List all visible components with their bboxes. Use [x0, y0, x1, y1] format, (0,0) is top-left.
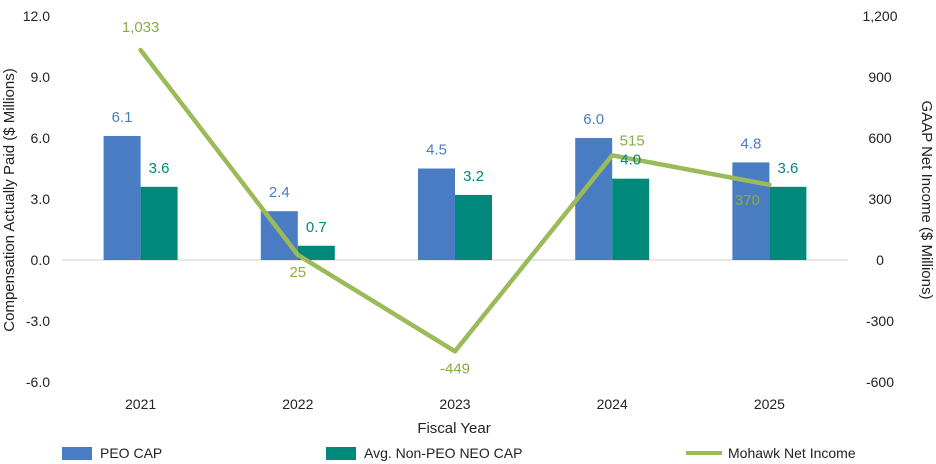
- bar-data-label: 3.6: [149, 160, 170, 177]
- left-tick-label: 12.0: [23, 8, 50, 24]
- x-tick-label: 2025: [754, 396, 785, 412]
- x-tick-label: 2022: [282, 396, 313, 412]
- bar-data-label: 0.7: [306, 219, 327, 236]
- bar-neo-cap: [140, 186, 178, 260]
- left-axis-title: Compensation Actually Paid ($ Millions): [1, 68, 18, 331]
- bar-data-label: 6.1: [112, 109, 133, 126]
- net-income-data-label: 25: [289, 264, 306, 281]
- legend-label-net-income: Mohawk Net Income: [728, 445, 856, 461]
- bar-data-label: 4.0: [620, 152, 641, 169]
- x-tick-label: 2021: [125, 396, 156, 412]
- bar-neo-cap: [612, 178, 650, 260]
- bar-data-label: 4.5: [426, 142, 447, 159]
- right-tick-label: 0: [876, 252, 884, 268]
- bar-data-label: 2.4: [269, 184, 290, 201]
- bar-neo-cap: [455, 194, 492, 260]
- bar-data-label: 3.6: [777, 160, 798, 177]
- legend-label-neo-cap: Avg. Non-PEO NEO CAP: [364, 445, 522, 461]
- data-labels: 6.1 2.4 4.5 6.0 4.8 3.6 0.7 3.2 4.0 3.6 1,033 25 -44…: [112, 19, 799, 377]
- right-tick-label: 600: [868, 130, 892, 146]
- x-axis-title: Fiscal Year: [417, 420, 490, 437]
- right-axis-title: GAAP Net Income ($ Millions): [918, 101, 935, 300]
- bar-data-label: 3.2: [463, 168, 484, 185]
- net-income-data-label: -449: [440, 360, 470, 377]
- right-tick-label: 900: [868, 69, 892, 85]
- bars: [103, 135, 807, 260]
- bar-neo-cap: [769, 186, 807, 260]
- left-axis-ticks: -6.0 -3.0 0.0 3.0 6.0 9.0 12.0: [23, 8, 50, 390]
- legend-label-peo-cap: PEO CAP: [100, 445, 162, 461]
- bar-peo-cap: [103, 135, 141, 260]
- x-tick-label: 2023: [439, 396, 470, 412]
- x-tick-label: 2024: [597, 396, 628, 412]
- bar-peo-cap: [260, 211, 298, 260]
- bar-peo-cap: [575, 138, 613, 260]
- right-tick-label: -600: [866, 374, 894, 390]
- legend-swatch-peo-cap: [62, 447, 92, 460]
- left-tick-label: 6.0: [31, 130, 51, 146]
- x-axis-ticks: 2021 2022 2023 2024 2025: [125, 396, 785, 412]
- right-axis-ticks: -600 -300 0 300 600 900 1,200: [862, 8, 897, 390]
- left-tick-label: -3.0: [26, 313, 50, 329]
- left-tick-label: 3.0: [31, 191, 51, 207]
- right-tick-label: -300: [866, 313, 894, 329]
- left-tick-label: -6.0: [26, 374, 50, 390]
- legend-swatch-neo-cap: [326, 447, 356, 460]
- bar-data-label: 6.0: [583, 111, 604, 128]
- bar-neo-cap: [297, 245, 335, 260]
- net-income-data-label: 370: [735, 192, 760, 209]
- bar-peo-cap: [418, 168, 455, 260]
- right-tick-label: 1,200: [862, 8, 897, 24]
- left-tick-label: 9.0: [31, 69, 51, 85]
- bar-data-label: 4.8: [740, 135, 761, 152]
- net-income-line: [138, 47, 772, 354]
- net-income-line-layer: [138, 47, 772, 354]
- right-tick-label: 300: [868, 191, 892, 207]
- legend: PEO CAP Avg. Non-PEO NEO CAP Mohawk Net …: [62, 445, 856, 461]
- left-tick-label: 0.0: [31, 252, 51, 268]
- net-income-data-label: 1,033: [122, 19, 160, 36]
- net-income-data-label: 515: [620, 132, 645, 149]
